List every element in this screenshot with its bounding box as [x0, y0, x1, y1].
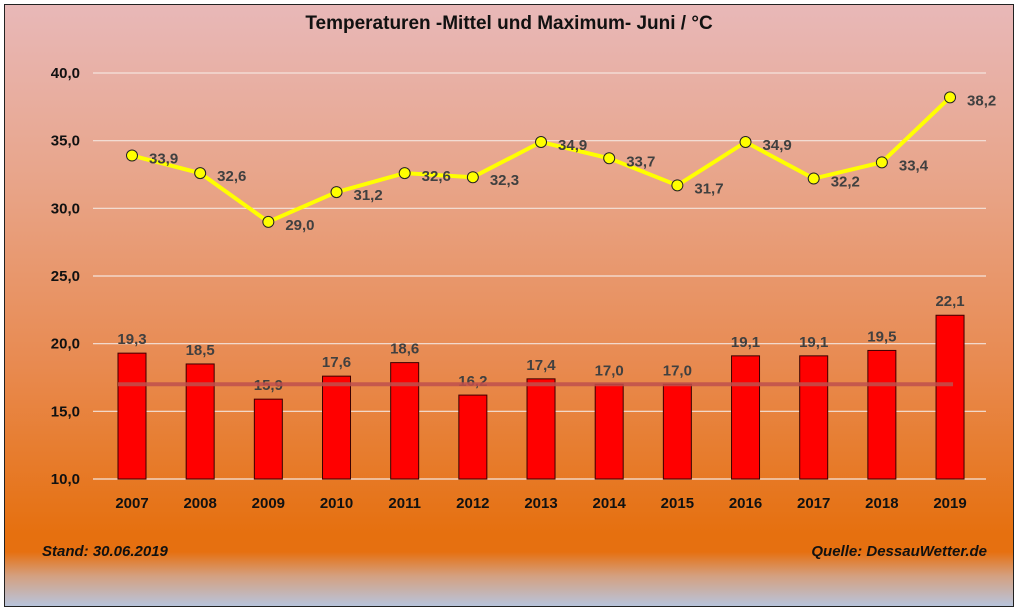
bar-label: 19,1: [799, 334, 828, 351]
y-tick-label: 35,0: [51, 133, 80, 150]
max-point-2011: [398, 167, 411, 180]
max-label: 33,9: [149, 151, 178, 168]
stand-date: Stand: 30.06.2019: [42, 543, 168, 560]
max-point-2019: [944, 91, 957, 104]
x-tick-label: 2010: [320, 495, 353, 512]
y-tick-label: 10,0: [51, 471, 80, 488]
bar-2007: [117, 352, 147, 480]
y-tick-label: 20,0: [51, 336, 80, 353]
bar-label: 17,4: [526, 357, 556, 374]
bar-label: 17,0: [663, 362, 692, 379]
max-point-2017: [807, 172, 820, 185]
max-point-2013: [535, 136, 548, 149]
bar-label: 22,1: [935, 293, 964, 310]
max-point-2008: [194, 167, 207, 180]
max-label: 31,7: [694, 180, 723, 197]
y-tick-label: 40,0: [51, 65, 80, 82]
max-label: 34,9: [558, 137, 587, 154]
x-tick-label: 2012: [456, 495, 489, 512]
chart-plot: 10,0 15,0 20,0 25,0 30,0 35,0 40,0 19,3 2007 18,5…: [51, 65, 996, 512]
chart-frame: Temperaturen -Mittel und Maximum- Juni /…: [4, 4, 1014, 607]
y-tick-label: 25,0: [51, 268, 80, 285]
bar-2016: [731, 355, 761, 480]
x-tick-label: 2007: [115, 495, 148, 512]
bar-label: 17,0: [595, 362, 624, 379]
bar-2014: [594, 383, 624, 480]
max-point-2015: [671, 179, 684, 192]
max-label: 33,7: [626, 153, 655, 170]
y-tick-label: 30,0: [51, 200, 80, 217]
source-credit: Quelle: DessauWetter.de: [811, 543, 987, 560]
bar-label: 17,6: [322, 354, 351, 371]
x-tick-label: 2019: [933, 495, 966, 512]
max-label: 32,3: [490, 172, 519, 189]
y-tick-label: 15,0: [51, 403, 80, 420]
bar-label: 19,5: [867, 328, 896, 345]
max-label: 38,2: [967, 92, 996, 109]
max-label: 32,6: [422, 168, 451, 185]
x-tick-label: 2014: [593, 495, 627, 512]
bar-2013: [526, 378, 556, 480]
x-tick-label: 2015: [661, 495, 694, 512]
bar-label: 18,6: [390, 341, 419, 358]
x-tick-label: 2008: [183, 495, 216, 512]
max-line: [131, 95, 952, 225]
max-label: 33,4: [899, 157, 929, 174]
max-point-2007: [126, 149, 138, 162]
x-tick-label: 2018: [865, 495, 898, 512]
bar-2012: [458, 394, 488, 480]
x-tick-label: 2009: [252, 495, 285, 512]
max-label: 31,2: [354, 187, 383, 204]
chart-title: Temperaturen -Mittel und Maximum- Juni /…: [305, 13, 713, 34]
bar-label: 19,3: [117, 331, 146, 348]
x-tick-label: 2013: [524, 495, 557, 512]
bar-label: 16,2: [458, 373, 487, 390]
x-tick-label: 2017: [797, 495, 830, 512]
bar-2015: [662, 383, 692, 480]
bar-label: 19,1: [731, 334, 760, 351]
max-point-2010: [330, 186, 343, 199]
max-point-2016: [739, 136, 752, 149]
max-label: 29,0: [285, 217, 314, 234]
bar-2017: [799, 355, 829, 480]
bar-2011: [390, 362, 420, 480]
max-point-2009: [262, 215, 275, 228]
max-label: 32,2: [831, 174, 860, 191]
bar-2008: [185, 363, 215, 480]
bar-2018: [867, 349, 897, 480]
bar-2009: [253, 398, 283, 480]
x-tick-label: 2011: [388, 495, 421, 512]
bar-2019: [935, 314, 965, 480]
max-point-2018: [875, 156, 888, 169]
x-tick-label: 2016: [729, 495, 762, 512]
max-label: 34,9: [763, 137, 792, 154]
bar-2010: [322, 375, 352, 480]
max-label: 32,6: [217, 168, 246, 185]
max-point-2012: [466, 171, 479, 184]
bar-label: 18,5: [186, 342, 215, 359]
max-point-2014: [603, 152, 616, 165]
